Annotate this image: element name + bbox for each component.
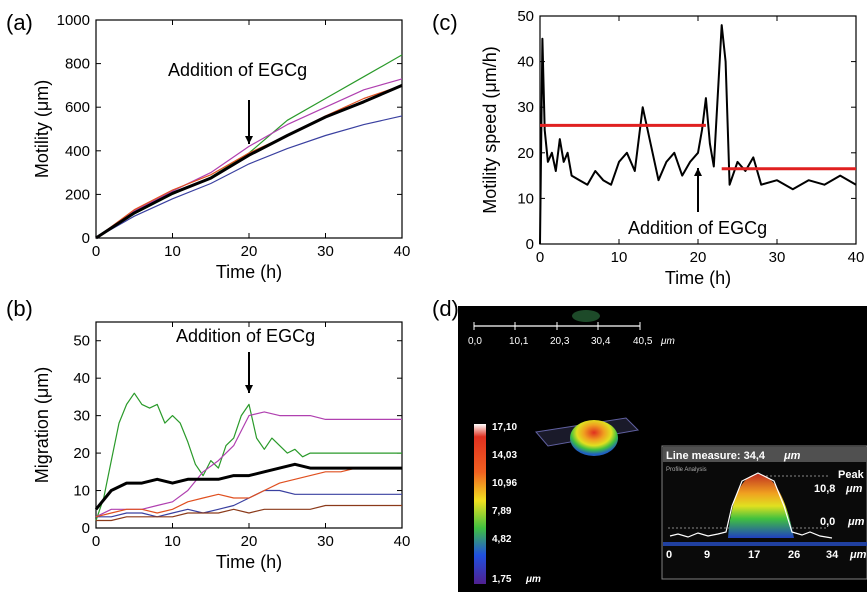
y-tick-label: 200 — [65, 186, 90, 203]
colorbar: 17,10 14,03 10,96 7,89 4,82 1,75 μm — [474, 422, 541, 585]
x-tick-label: 10 — [164, 243, 181, 260]
y-tick-label: 10 — [517, 190, 534, 207]
scale-tick-label: 30,4 — [591, 336, 611, 347]
x-axis-label: Time (h) — [665, 268, 731, 288]
y-tick-label: 1000 — [57, 12, 90, 29]
inset-subtitle: Profile Analysis — [666, 467, 707, 473]
x-axis-label: Time (h) — [216, 262, 282, 282]
x-tick-label: 20 — [241, 533, 258, 550]
y-axis-label: Motility (μm) — [32, 80, 52, 178]
series-line-1 — [95, 411, 402, 518]
panel-letter-b: (b) — [6, 296, 33, 321]
annotation-label: Addition of EGCg — [168, 60, 307, 80]
x-tick-label: 0 — [536, 249, 544, 266]
series-line-0 — [539, 24, 857, 245]
background-cell — [572, 310, 600, 322]
inset-xtick: 34 — [826, 549, 839, 561]
inset-xtick: 26 — [788, 549, 800, 561]
y-tick-label: 0 — [82, 230, 90, 247]
x-tick-label: 30 — [317, 533, 334, 550]
annotation-label: Addition of EGCg — [628, 218, 767, 238]
scale-tick-label: 20,3 — [550, 336, 570, 347]
y-tick-label: 600 — [65, 99, 90, 116]
y-tick-label: 50 — [517, 8, 534, 25]
x-tick-label: 10 — [164, 533, 181, 550]
x-tick-label: 40 — [394, 243, 411, 260]
series-line-1 — [95, 78, 403, 239]
y-tick-label: 30 — [517, 99, 534, 116]
chart-c-plot: 0 10 20 30 40 0 10 20 30 40 50 Time (h) Motility spe… — [480, 8, 864, 288]
x-tick-label: 30 — [317, 243, 334, 260]
scale-tick-label: 10,1 — [509, 336, 529, 347]
series-line-0 — [95, 392, 402, 521]
x-tick-label: 20 — [690, 249, 707, 266]
y-tick-label: 20 — [517, 145, 534, 162]
panel-letter-d: (d) — [432, 296, 459, 321]
x-tick-label: 0 — [92, 243, 100, 260]
chart-b-plot: 0 10 20 30 40 0 10 20 30 40 50 Time (h) Migration (μ… — [32, 321, 411, 572]
inset-peak-value: 10,8 — [814, 483, 835, 495]
y-tick-label: 50 — [73, 333, 90, 350]
x-axis-label: Time (h) — [216, 552, 282, 572]
panel-d-microscopy: 0,0 10,1 20,3 30,4 40,5 μm 17,10 14,03 1… — [458, 306, 867, 592]
inset-x-unit: μm — [849, 549, 867, 561]
inset-title: Line measure: 34,4 — [666, 450, 766, 462]
y-tick-label: 20 — [73, 445, 90, 462]
scale-unit: μm — [660, 336, 675, 347]
series-line-4 — [96, 504, 402, 522]
panel-letter-c: (c) — [432, 10, 458, 35]
colorbar-label: 4,82 — [492, 534, 512, 545]
x-tick-label: 40 — [848, 249, 865, 266]
panel-d-graphic: 0,0 10,1 20,3 30,4 40,5 μm 17,10 14,03 1… — [468, 310, 867, 585]
inset-peak-unit: μm — [845, 483, 863, 495]
y-tick-label: 10 — [73, 483, 90, 500]
y-tick-label: 0 — [82, 520, 90, 537]
y-tick-label: 30 — [73, 408, 90, 425]
inset-xtick: 9 — [704, 549, 710, 561]
series-line-3 — [95, 115, 403, 239]
y-tick-label: 40 — [517, 54, 534, 71]
y-tick-label: 800 — [65, 56, 90, 73]
x-tick-label: 30 — [769, 249, 786, 266]
colorbar-label: 7,89 — [492, 506, 512, 517]
series-line-5 — [94, 462, 402, 511]
inset-zero-unit: μm — [847, 516, 865, 528]
series-line-4 — [95, 84, 403, 240]
inset-title-unit: μm — [783, 450, 801, 462]
annotation-arrow — [245, 100, 253, 144]
y-tick-label: 400 — [65, 143, 90, 160]
colorbar-unit: μm — [525, 574, 541, 585]
scale-tick-label: 0,0 — [468, 336, 482, 347]
x-tick-label: 10 — [611, 249, 628, 266]
x-tick-label: 0 — [92, 533, 100, 550]
annotation-arrow — [245, 352, 253, 393]
colorbar-label: 1,75 — [492, 574, 512, 585]
cell-3d-surface — [535, 417, 640, 456]
scale-tick-label: 40,5 — [633, 336, 653, 347]
panel-letter-a: (a) — [6, 10, 33, 35]
x-tick-label: 40 — [394, 533, 411, 550]
inset-xtick: 17 — [748, 549, 760, 561]
series-line-2 — [95, 84, 403, 239]
colorbar-label: 10,96 — [492, 478, 517, 489]
inset-xtick: 0 — [666, 549, 672, 561]
profile-inset: Line measure: 34,4 μm Profile Analysis P… — [661, 445, 867, 580]
y-axis-label: Motility speed (μm/h) — [480, 46, 500, 213]
annotation-label: Addition of EGCg — [176, 326, 315, 346]
x-tick-label: 20 — [241, 243, 258, 260]
y-axis-label: Migration (μm) — [32, 367, 52, 483]
colorbar-label: 17,10 — [492, 422, 517, 433]
colorbar-label: 14,03 — [492, 450, 517, 461]
inset-peak-label: Peak — [838, 469, 865, 481]
annotation-arrow — [694, 168, 702, 212]
y-tick-label: 0 — [526, 236, 534, 253]
y-tick-label: 40 — [73, 370, 90, 387]
inset-zero-value: 0,0 — [820, 516, 835, 528]
scale-bar: 0,0 10,1 20,3 30,4 40,5 μm — [468, 322, 675, 347]
